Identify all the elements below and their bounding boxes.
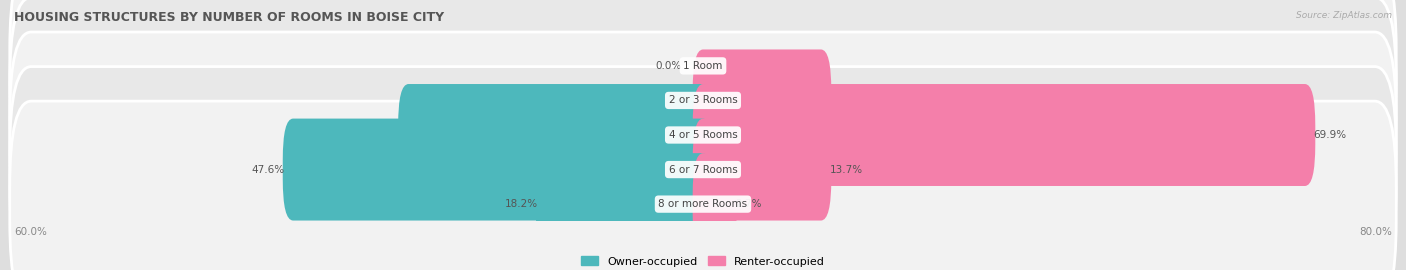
Legend: Owner-occupied, Renter-occupied: Owner-occupied, Renter-occupied (576, 252, 830, 270)
Text: 8 or more Rooms: 8 or more Rooms (658, 199, 748, 209)
Text: 2 or 3 Rooms: 2 or 3 Rooms (669, 95, 737, 106)
FancyBboxPatch shape (693, 153, 737, 255)
Text: 4 or 5 Rooms: 4 or 5 Rooms (669, 130, 737, 140)
Text: 69.9%: 69.9% (1313, 130, 1347, 140)
FancyBboxPatch shape (693, 119, 831, 221)
Text: 60.0%: 60.0% (14, 227, 46, 237)
Text: 13.7%: 13.7% (830, 164, 863, 175)
FancyBboxPatch shape (10, 32, 1396, 238)
FancyBboxPatch shape (536, 153, 713, 255)
FancyBboxPatch shape (693, 49, 831, 151)
Text: 2.7%: 2.7% (735, 199, 762, 209)
Text: 47.6%: 47.6% (252, 164, 284, 175)
FancyBboxPatch shape (10, 67, 1396, 270)
FancyBboxPatch shape (283, 119, 713, 221)
Text: 1 Room: 1 Room (683, 61, 723, 71)
Text: 34.2%: 34.2% (367, 130, 399, 140)
Text: 80.0%: 80.0% (1360, 227, 1392, 237)
FancyBboxPatch shape (693, 84, 1315, 186)
FancyBboxPatch shape (10, 0, 1396, 169)
Text: 18.2%: 18.2% (505, 199, 537, 209)
FancyBboxPatch shape (398, 84, 713, 186)
Text: 6 or 7 Rooms: 6 or 7 Rooms (669, 164, 737, 175)
Text: 0.0%: 0.0% (655, 95, 682, 106)
Text: HOUSING STRUCTURES BY NUMBER OF ROOMS IN BOISE CITY: HOUSING STRUCTURES BY NUMBER OF ROOMS IN… (14, 11, 444, 24)
FancyBboxPatch shape (10, 101, 1396, 270)
Text: 0.0%: 0.0% (655, 61, 682, 71)
FancyBboxPatch shape (10, 0, 1396, 203)
Text: Source: ZipAtlas.com: Source: ZipAtlas.com (1296, 11, 1392, 20)
Text: 13.7%: 13.7% (830, 95, 863, 106)
Text: 0.0%: 0.0% (724, 61, 751, 71)
